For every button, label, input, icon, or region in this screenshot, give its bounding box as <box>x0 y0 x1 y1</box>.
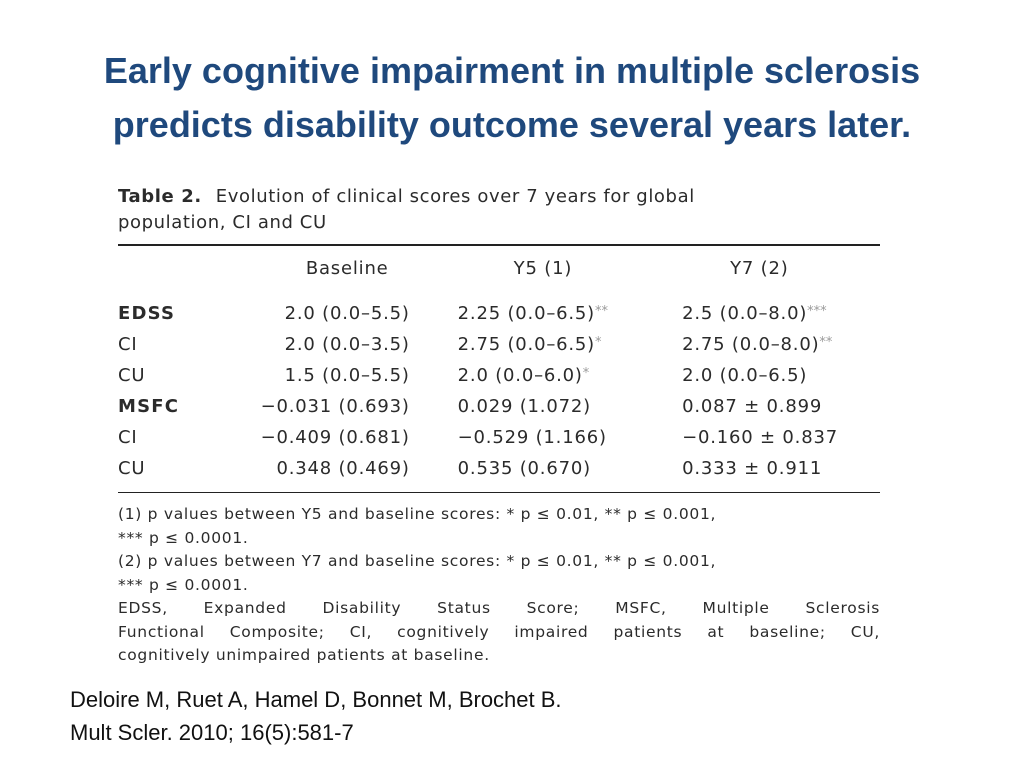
baseline-cell-value: −0.409 (0.681) <box>260 427 410 448</box>
y7-cell: 2.5 (0.0–8.0)*** <box>654 290 880 329</box>
y7-cell: −0.160 ± 0.837 <box>654 422 880 453</box>
y5-cell-value: 2.75 (0.0–6.5) <box>457 334 595 355</box>
y5-cell-value: 2.25 (0.0–6.5) <box>457 303 595 324</box>
baseline-cell-value: 2.0 (0.0–3.5) <box>284 334 410 355</box>
baseline-cell: 2.0 (0.0–5.5) <box>196 290 432 329</box>
scores-table: Baseline Y5 (1) Y7 (2) EDSS 2.0 (0.0–5.5)… <box>118 246 880 492</box>
table-header-y7: Y7 (2) <box>730 257 789 279</box>
table-footnotes: (1) p values between Y5 and baseline sco… <box>118 503 880 668</box>
y5-cell: 0.029 (1.072) <box>432 391 654 422</box>
y5-cell-value: 0.029 (1.072) <box>457 396 591 417</box>
footnote-2-line-2: *** p ≤ 0.0001. <box>118 575 249 594</box>
table-top-rule <box>118 244 880 246</box>
table-bottom-rule <box>118 492 880 493</box>
row-label-value: CU <box>118 365 146 386</box>
row-label-value: CI <box>118 427 138 448</box>
table-header-row: Baseline Y5 (1) Y7 (2) <box>118 246 880 290</box>
y5-cell-value: 0.535 (0.670) <box>457 458 591 479</box>
abbreviations-line-2: Functional Composite; CI, cognitively im… <box>118 622 880 641</box>
baseline-cell-value: −0.031 (0.693) <box>260 396 410 417</box>
footnote-1-line-2: *** p ≤ 0.0001. <box>118 528 249 547</box>
table-caption-line-2: population, CI and CU <box>118 212 327 233</box>
row-label: CI <box>118 422 196 453</box>
y5-cell-value: −0.529 (1.166) <box>457 427 607 448</box>
baseline-cell-value: 0.348 (0.469) <box>276 458 410 479</box>
baseline-cell-value: 1.5 (0.0–5.5) <box>284 365 410 386</box>
row-label: EDSS <box>118 290 196 329</box>
y7-cell-value: 2.0 (0.0–6.5) <box>682 365 808 386</box>
row-label: MSFC <box>118 391 196 422</box>
row-label: CI <box>118 329 196 360</box>
y5-significance-marker: ** <box>594 304 608 319</box>
y5-cell: −0.529 (1.166) <box>432 422 654 453</box>
table-figure: Table 2. Evolution of clinical scores ove… <box>118 184 880 668</box>
baseline-cell: −0.409 (0.681) <box>196 422 432 453</box>
y5-cell-value: 2.0 (0.0–6.0) <box>457 365 583 386</box>
baseline-cell: 1.5 (0.0–5.5) <box>196 360 432 391</box>
row-label: CU <box>118 360 196 391</box>
y7-cell: 0.087 ± 0.899 <box>654 391 880 422</box>
y7-cell-value: 2.75 (0.0–8.0) <box>682 334 820 355</box>
citation-authors: Deloire M, Ruet A, Hamel D, Bonnet M, Br… <box>70 687 562 712</box>
table-row: CU 0.348 (0.469) 0.535 (0.670) 0.333 ± 0.91… <box>118 453 880 492</box>
table-body: EDSS 2.0 (0.0–5.5) 2.25 (0.0–6.5)** 2.5 (0.… <box>118 290 880 492</box>
table-row: CU 1.5 (0.0–5.5) 2.0 (0.0–6.0)* 2.0 (0.0–6.… <box>118 360 880 391</box>
y7-cell: 2.75 (0.0–8.0)** <box>654 329 880 360</box>
table-row: MSFC −0.031 (0.693) 0.029 (1.072) 0.087 ± 0… <box>118 391 880 422</box>
abbreviations-line-3: cognitively unimpaired patients at basel… <box>118 646 490 664</box>
y7-cell-value: 2.5 (0.0–8.0) <box>682 303 808 324</box>
baseline-cell: 0.348 (0.469) <box>196 453 432 492</box>
baseline-cell-value: 2.0 (0.0–5.5) <box>284 303 410 324</box>
footnote-1-line-1: (1) p values between Y5 and baseline sco… <box>118 505 717 523</box>
slide-title-line-2: predicts disability outcome several year… <box>112 104 912 145</box>
table-row: CI 2.0 (0.0–3.5) 2.75 (0.0–6.5)* 2.75 (0.0–… <box>118 329 880 360</box>
y7-cell-value: 0.333 ± 0.911 <box>682 458 823 479</box>
row-label-value: EDSS <box>118 303 176 324</box>
y7-cell-value: −0.160 ± 0.837 <box>682 427 838 448</box>
baseline-cell: −0.031 (0.693) <box>196 391 432 422</box>
row-label-value: CU <box>118 458 146 479</box>
y5-significance-marker: * <box>594 335 602 350</box>
table-caption: Table 2. Evolution of clinical scores ove… <box>118 184 880 236</box>
y5-significance-marker: * <box>582 366 590 381</box>
y5-cell: 2.75 (0.0–6.5)* <box>432 329 654 360</box>
y5-cell: 0.535 (0.670) <box>432 453 654 492</box>
table-row: EDSS 2.0 (0.0–5.5) 2.25 (0.0–6.5)** 2.5 (0.… <box>118 290 880 329</box>
y5-cell: 2.25 (0.0–6.5)** <box>432 290 654 329</box>
slide-title-line-1: Early cognitive impairment in multiple s… <box>103 50 921 91</box>
y5-cell: 2.0 (0.0–6.0)* <box>432 360 654 391</box>
slide-title: Early cognitive impairment in multiple s… <box>0 44 1024 152</box>
table-caption-line-1: Evolution of clinical scores over 7 year… <box>215 186 695 207</box>
y7-cell: 0.333 ± 0.911 <box>654 453 880 492</box>
citation: Deloire M, Ruet A, Hamel D, Bonnet M, Br… <box>70 683 562 749</box>
footnote-2-line-1: (2) p values between Y7 and baseline sco… <box>118 552 717 570</box>
table-header-baseline: Baseline <box>305 257 389 279</box>
row-label-value: CI <box>118 334 138 355</box>
abbreviations-line-1: EDSS, Expanded Disability Status Score; … <box>118 599 880 617</box>
table-header-y5: Y5 (1) <box>513 257 573 279</box>
y7-cell-value: 0.087 ± 0.899 <box>682 396 823 417</box>
y7-significance-marker: ** <box>819 335 833 350</box>
table-label: Table 2. <box>118 186 202 207</box>
citation-journal: Mult Scler. 2010; 16(5):581-7 <box>70 720 354 745</box>
row-label-value: MSFC <box>118 396 180 417</box>
row-label: CU <box>118 453 196 492</box>
table-row: CI −0.409 (0.681) −0.529 (1.166) −0.160 ± 0… <box>118 422 880 453</box>
baseline-cell: 2.0 (0.0–3.5) <box>196 329 432 360</box>
y7-significance-marker: *** <box>807 304 827 319</box>
table-header-empty <box>118 246 196 290</box>
y7-cell: 2.0 (0.0–6.5) <box>654 360 880 391</box>
